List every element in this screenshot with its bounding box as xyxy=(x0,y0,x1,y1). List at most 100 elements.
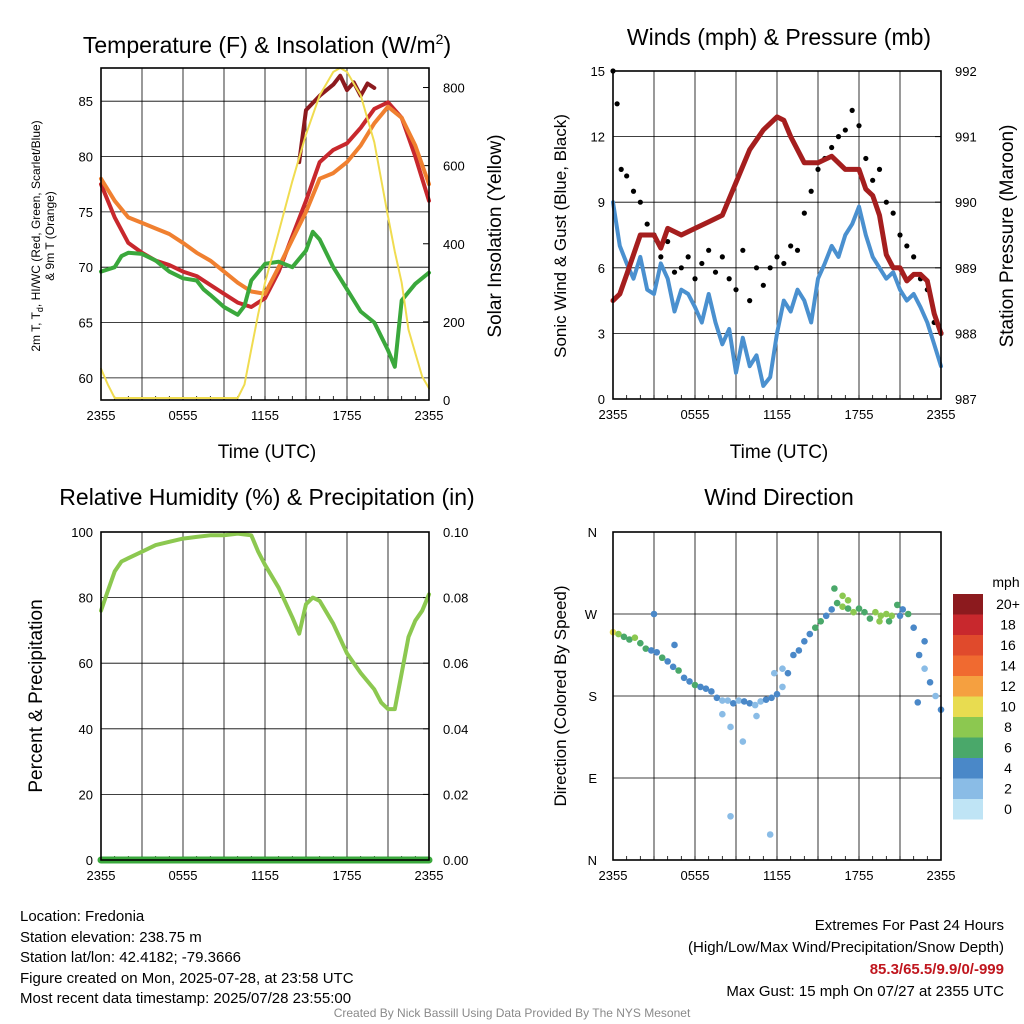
gust-point xyxy=(733,287,739,293)
gust-point xyxy=(808,188,814,194)
direction-point xyxy=(915,651,923,659)
legend-swatch xyxy=(953,778,983,799)
direction-point xyxy=(839,603,846,611)
direction-point xyxy=(795,647,803,654)
direction-point xyxy=(910,624,917,631)
y-tick-label: 0 xyxy=(86,853,93,868)
gust-point xyxy=(863,155,869,162)
gust-point xyxy=(788,243,794,249)
winds-panel: Winds (mph) & Pressure (mb) Time (UTC) S… xyxy=(551,24,1018,463)
legend-swatch xyxy=(953,676,983,697)
legend-swatch xyxy=(953,737,983,758)
svg-text:2m T, Td, HI/WC (Red, Green, S: 2m T, Td, HI/WC (Red, Green, Scarlet/Blu… xyxy=(29,120,45,351)
gust-point xyxy=(767,265,773,271)
y-tick-label: 80 xyxy=(79,150,93,165)
direction-point xyxy=(779,683,786,691)
plot-frame xyxy=(612,70,942,400)
direction-point xyxy=(904,610,912,618)
legend-label: 10 xyxy=(1000,699,1016,715)
gust-point xyxy=(699,260,705,267)
direction-point xyxy=(866,615,874,622)
gust-point xyxy=(644,221,650,227)
gust-point xyxy=(753,265,760,271)
direction-point xyxy=(822,612,830,620)
direction-point xyxy=(811,624,819,631)
direction-point xyxy=(926,679,934,686)
x-tick-label: 0555 xyxy=(169,868,198,883)
legend-swatch xyxy=(953,614,983,635)
gust-point xyxy=(740,247,746,253)
credit-text: Created By Nick Bassill Using Data Provi… xyxy=(333,1006,691,1020)
y2-tick-label: 990 xyxy=(955,195,977,210)
humidity-panel: Relative Humidity (%) & Precipitation (i… xyxy=(26,484,475,883)
x-tick-label: 2355 xyxy=(87,868,116,883)
humidity-chart-title: Relative Humidity (%) & Precipitation (i… xyxy=(59,484,474,510)
direction-point xyxy=(899,606,907,613)
direction-point xyxy=(828,606,835,613)
gust-point xyxy=(815,166,821,172)
legend-label: 4 xyxy=(1004,760,1012,776)
legend-swatch xyxy=(953,758,983,779)
winds-x-axis-label: Time (UTC) xyxy=(730,442,829,463)
gust-point xyxy=(678,265,684,271)
y-tick-label: 85 xyxy=(79,94,93,109)
winds-y-axis-label: Sonic Wind & Gust (Blue, Black) xyxy=(551,114,570,358)
legend-title: mph xyxy=(992,574,1019,590)
direction-point xyxy=(751,701,759,709)
location-text: Location: Fredonia xyxy=(20,908,145,925)
legend-label: 14 xyxy=(1000,658,1016,674)
direction-point xyxy=(697,683,704,691)
gust-point xyxy=(630,188,637,194)
gust-point xyxy=(685,254,691,260)
direction-point xyxy=(876,617,883,625)
y2-tick-label: 600 xyxy=(443,159,465,174)
direction-point xyxy=(784,669,792,677)
direction-point xyxy=(713,694,721,702)
direction-point xyxy=(739,738,747,745)
y-tick-label: 9 xyxy=(598,195,605,210)
y-tick-label: 0 xyxy=(598,392,605,407)
y2-tick-label: 0 xyxy=(443,393,450,408)
y-tick-label: 65 xyxy=(79,316,93,331)
x-tick-label: 2355 xyxy=(927,868,956,883)
legend-swatch xyxy=(953,594,983,615)
gust-point xyxy=(835,134,842,140)
direction-point xyxy=(779,665,786,672)
legend-label: 0 xyxy=(1004,801,1012,817)
wind-direction-chart-title: Wind Direction xyxy=(704,484,854,510)
y2-tick-label: 989 xyxy=(955,261,977,276)
legend-swatch xyxy=(953,717,983,738)
legend-label: 12 xyxy=(1000,678,1016,694)
direction-point xyxy=(893,601,901,609)
gust-point xyxy=(801,210,807,216)
x-tick-label: 2355 xyxy=(87,408,116,423)
x-tick-label: 0555 xyxy=(681,868,710,883)
direction-point xyxy=(790,651,797,659)
y2-tick-label: 400 xyxy=(443,237,465,252)
gust-point xyxy=(719,254,725,260)
direction-point xyxy=(653,648,661,656)
direction-point xyxy=(850,608,857,616)
direction-point xyxy=(921,665,928,672)
series-line xyxy=(100,67,430,399)
direction-point xyxy=(839,592,846,600)
direction-point xyxy=(740,698,748,705)
direction-point xyxy=(844,597,852,604)
direction-point xyxy=(801,638,808,645)
gust-point xyxy=(911,254,917,260)
y-tick-label: 80 xyxy=(79,591,93,606)
direction-point xyxy=(626,636,633,643)
gust-point xyxy=(618,166,624,172)
gust-point xyxy=(760,282,766,288)
plot-frame xyxy=(100,67,430,401)
y-tick-label: 70 xyxy=(79,260,93,275)
temperature-y-axis-label: 2m T, Td, HI/WC (Red, Green, Scarlet/Blu… xyxy=(29,120,57,351)
x-tick-label: 2355 xyxy=(927,407,956,422)
y2-tick-label: 987 xyxy=(955,392,977,407)
x-tick-label: 1755 xyxy=(845,868,874,883)
x-tick-label: 2355 xyxy=(599,868,628,883)
direction-point xyxy=(885,617,893,625)
series-line xyxy=(611,200,943,388)
direction-point xyxy=(932,692,939,700)
gust-point xyxy=(712,269,719,275)
